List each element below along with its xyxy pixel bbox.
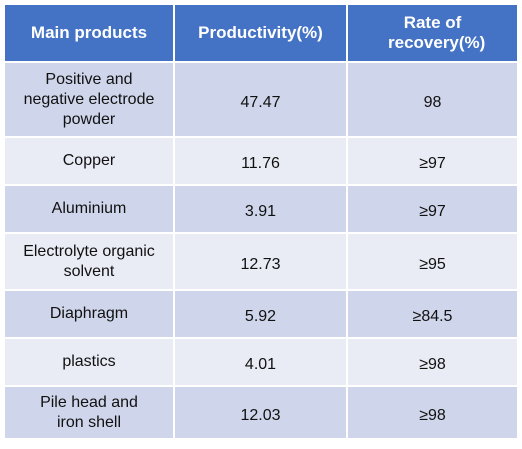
product-name-cell: Positive and negative electrode powder — [3, 61, 175, 138]
table-row: plastics 4.01 ≥98 — [3, 337, 519, 387]
recovery-rate-value: ≥97 — [419, 203, 446, 220]
productivity-cell: 11.76 — [173, 136, 348, 186]
recovery-rate-value: ≥97 — [419, 155, 446, 172]
productivity-value: 3.91 — [244, 203, 277, 220]
recovery-rate-cell: 98 — [346, 61, 519, 138]
products-table-container: Main products Productivity(%) Rate of re… — [3, 3, 519, 440]
product-name-cell: Aluminium — [3, 184, 175, 234]
product-name: Aluminium — [51, 200, 127, 217]
productivity-cell: 3.91 — [173, 184, 348, 234]
recovery-rate-cell: ≥97 — [346, 136, 519, 186]
product-name-cell: Copper — [3, 136, 175, 186]
product-name: Electrolyte organic solvent — [23, 242, 155, 280]
productivity-value: 12.03 — [240, 406, 281, 424]
product-name-cell: Electrolyte organic solvent — [3, 232, 175, 291]
recovery-rate-value: ≥98 — [419, 356, 446, 373]
recovery-rate-value: ≥95 — [419, 255, 446, 273]
header-rate-of-recovery: Rate of recovery(%) — [346, 3, 519, 63]
header-productivity: Productivity(%) — [173, 3, 348, 63]
productivity-value: 47.47 — [240, 93, 281, 111]
product-name: Positive and negative electrode powder — [23, 70, 155, 128]
table-row: Electrolyte organic solvent 12.73 ≥95 — [3, 232, 519, 291]
productivity-cell: 4.01 — [173, 337, 348, 387]
recovery-rate-cell: ≥98 — [346, 337, 519, 387]
table-row: Pile head and iron shell 12.03 ≥98 — [3, 385, 519, 440]
product-name-cell: Pile head and iron shell — [3, 385, 175, 440]
productivity-cell: 12.03 — [173, 385, 348, 440]
product-name: Diaphragm — [49, 305, 129, 322]
product-name-cell: Diaphragm — [3, 289, 175, 339]
productivity-cell: 5.92 — [173, 289, 348, 339]
recovery-rate-value: ≥84.5 — [412, 308, 453, 325]
productivity-cell: 47.47 — [173, 61, 348, 138]
productivity-value: 12.73 — [240, 255, 281, 273]
table-header-row: Main products Productivity(%) Rate of re… — [3, 3, 519, 63]
recovery-rate-cell: ≥95 — [346, 232, 519, 291]
productivity-cell: 12.73 — [173, 232, 348, 291]
table-row: Diaphragm 5.92 ≥84.5 — [3, 289, 519, 339]
header-main-products: Main products — [3, 3, 175, 63]
recovery-rate-value: 98 — [423, 93, 442, 111]
productivity-value: 11.76 — [241, 155, 280, 172]
recovery-rate-cell: ≥98 — [346, 385, 519, 440]
recovery-rate-cell: ≥84.5 — [346, 289, 519, 339]
product-name: plastics — [62, 353, 116, 370]
product-name-cell: plastics — [3, 337, 175, 387]
products-recovery-table: Main products Productivity(%) Rate of re… — [3, 3, 519, 440]
product-name: Copper — [62, 152, 116, 169]
productivity-value: 4.01 — [244, 356, 277, 373]
table-row: Aluminium 3.91 ≥97 — [3, 184, 519, 234]
productivity-value: 5.92 — [244, 308, 277, 325]
table-row: Copper 11.76 ≥97 — [3, 136, 519, 186]
recovery-rate-cell: ≥97 — [346, 184, 519, 234]
table-row: Positive and negative electrode powder 4… — [3, 61, 519, 138]
recovery-rate-value: ≥98 — [419, 406, 446, 424]
product-name: Pile head and iron shell — [40, 393, 138, 431]
